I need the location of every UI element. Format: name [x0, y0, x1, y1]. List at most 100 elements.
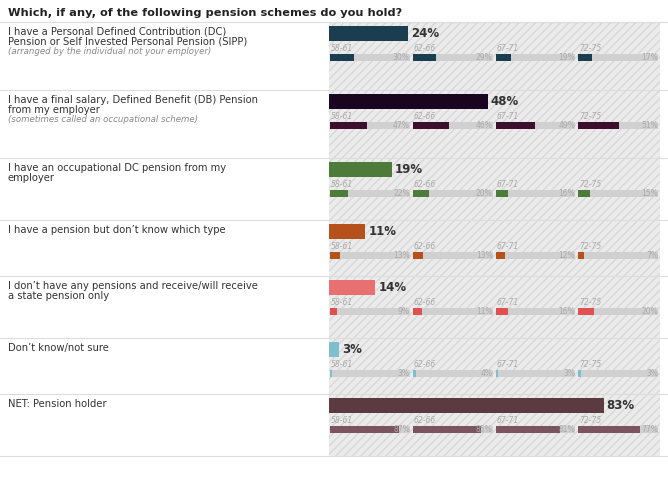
Text: I have a Personal Defined Contribution (DC): I have a Personal Defined Contribution (…	[8, 27, 226, 37]
Bar	[578, 426, 640, 433]
Text: 58-61: 58-61	[331, 44, 353, 53]
Bar	[330, 426, 409, 433]
Bar	[578, 190, 658, 197]
Text: 87%: 87%	[393, 425, 409, 434]
Bar	[330, 370, 333, 377]
Text: 17%: 17%	[641, 53, 658, 62]
Text: 14%: 14%	[378, 281, 406, 294]
Bar	[329, 26, 408, 41]
Bar	[413, 252, 492, 259]
Text: from my employer: from my employer	[8, 105, 100, 115]
Text: 62-66: 62-66	[413, 416, 436, 425]
Bar	[413, 426, 480, 433]
Bar	[329, 338, 660, 394]
Bar	[329, 22, 660, 90]
Bar	[578, 54, 592, 61]
Text: 51%: 51%	[641, 121, 658, 130]
Bar	[329, 276, 660, 338]
Text: 83%: 83%	[607, 399, 635, 412]
Bar	[496, 370, 575, 377]
Bar	[578, 308, 595, 315]
Text: 85%: 85%	[476, 425, 492, 434]
Bar	[329, 338, 660, 394]
Bar	[496, 122, 534, 129]
Text: 3%: 3%	[646, 369, 658, 378]
Bar	[329, 162, 392, 177]
Bar	[578, 190, 591, 197]
Bar	[578, 54, 658, 61]
Text: 58-61: 58-61	[331, 360, 353, 369]
Bar	[413, 190, 492, 197]
Text: 3%: 3%	[397, 369, 409, 378]
Bar	[330, 122, 409, 129]
Bar	[496, 252, 575, 259]
Bar	[496, 122, 575, 129]
Bar	[330, 54, 354, 61]
Text: 58-61: 58-61	[331, 416, 353, 425]
Text: 67-71: 67-71	[496, 242, 519, 251]
Bar	[330, 252, 341, 259]
Bar	[578, 426, 658, 433]
Bar	[329, 90, 660, 158]
Bar	[329, 22, 660, 90]
Text: Which, if any, of the following pension schemes do you hold?: Which, if any, of the following pension …	[8, 8, 402, 18]
Bar	[330, 252, 409, 259]
Bar	[329, 158, 660, 220]
Text: 46%: 46%	[476, 121, 492, 130]
Text: 22%: 22%	[393, 189, 409, 198]
Bar	[578, 370, 580, 377]
Text: 62-66: 62-66	[413, 360, 436, 369]
Bar	[329, 280, 375, 295]
Bar	[413, 426, 492, 433]
Text: I have a pension but don’t know which type: I have a pension but don’t know which ty…	[8, 225, 226, 235]
Text: 3%: 3%	[563, 369, 575, 378]
Text: 72-75: 72-75	[579, 112, 601, 121]
Bar	[413, 54, 436, 61]
Bar	[496, 426, 560, 433]
Text: 16%: 16%	[558, 307, 575, 316]
Text: 62-66: 62-66	[413, 112, 436, 121]
Text: 72-75: 72-75	[579, 298, 601, 307]
Bar	[496, 308, 508, 315]
Bar	[496, 54, 510, 61]
Text: 11%: 11%	[369, 225, 396, 238]
Bar	[330, 308, 409, 315]
Text: 48%: 48%	[491, 95, 519, 108]
Bar	[413, 370, 492, 377]
Text: 62-66: 62-66	[413, 298, 436, 307]
Bar	[330, 426, 399, 433]
Bar	[330, 190, 409, 197]
Text: 77%: 77%	[641, 425, 658, 434]
Text: 67-71: 67-71	[496, 360, 519, 369]
Bar	[330, 308, 337, 315]
Text: Pension or Self Invested Personal Pension (SIPP): Pension or Self Invested Personal Pensio…	[8, 37, 247, 47]
Text: 15%: 15%	[641, 189, 658, 198]
Bar	[413, 190, 429, 197]
Text: 58-61: 58-61	[331, 298, 353, 307]
Text: 72-75: 72-75	[579, 44, 601, 53]
Bar	[329, 158, 660, 220]
Text: (arranged by the individual not your employer): (arranged by the individual not your emp…	[8, 47, 211, 56]
Text: 67-71: 67-71	[496, 298, 519, 307]
Bar	[496, 190, 575, 197]
Text: 81%: 81%	[558, 425, 575, 434]
Bar	[578, 122, 658, 129]
Text: 3%: 3%	[342, 343, 362, 356]
Bar	[496, 370, 498, 377]
Text: 67-71: 67-71	[496, 44, 519, 53]
Bar	[578, 370, 658, 377]
Text: 30%: 30%	[393, 53, 409, 62]
Text: 72-75: 72-75	[579, 416, 601, 425]
Bar	[578, 252, 658, 259]
Text: 19%: 19%	[558, 53, 575, 62]
Text: Don’t know/not sure: Don’t know/not sure	[8, 343, 109, 353]
Bar	[413, 370, 416, 377]
Text: 4%: 4%	[480, 369, 492, 378]
Text: I don’t have any pensions and receive/will receive: I don’t have any pensions and receive/wi…	[8, 281, 258, 291]
Bar	[329, 276, 660, 338]
Text: 9%: 9%	[397, 307, 409, 316]
Bar	[413, 308, 492, 315]
Text: 58-61: 58-61	[331, 242, 353, 251]
Text: 11%: 11%	[476, 307, 492, 316]
Text: 62-66: 62-66	[413, 180, 436, 189]
